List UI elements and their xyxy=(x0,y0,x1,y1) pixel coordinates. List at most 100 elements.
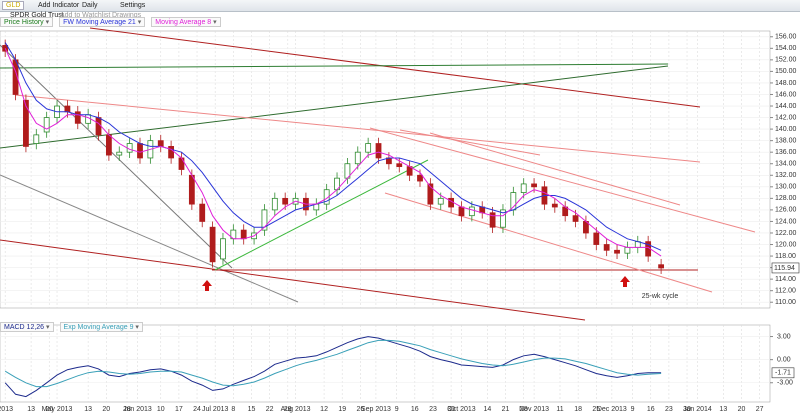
candle-body xyxy=(168,146,175,159)
trend-line xyxy=(399,129,541,156)
x-tick-label: 20 xyxy=(45,406,53,413)
y-tick-label: 148.00 xyxy=(775,80,797,87)
toolbar: GLD Add Indicator Daily Settings SPDR Go… xyxy=(0,0,800,19)
x-tick-label: 19 xyxy=(338,406,346,413)
x-tick-label: 10 xyxy=(157,406,165,413)
candle-body xyxy=(261,209,268,231)
x-tick-label: Jul 2013 xyxy=(202,406,229,413)
add-indicator[interactable]: Add Indicator xyxy=(38,2,80,9)
candle-body xyxy=(396,163,403,168)
x-tick-label: 9 xyxy=(631,406,635,413)
x-tick-label: 17 xyxy=(175,406,183,413)
x-tick-label: 24 xyxy=(193,406,201,413)
y-tick-label: 150.00 xyxy=(775,68,797,75)
watchlist[interactable]: Add to Watchlist xyxy=(60,12,111,19)
trend-line xyxy=(14,94,701,163)
trend-line xyxy=(0,44,233,269)
macd-pane xyxy=(0,324,771,403)
x-tick-label: 21 xyxy=(502,406,510,413)
candle-body xyxy=(624,247,631,254)
trend-line xyxy=(214,159,429,271)
drawings[interactable]: Drawings xyxy=(112,12,142,19)
y-tick-label: 142.00 xyxy=(775,114,797,121)
x-tick-label: 16 xyxy=(647,406,655,413)
x-tick-label: 2013 xyxy=(0,406,13,413)
candle-body xyxy=(365,143,372,153)
series-line xyxy=(4,48,662,257)
y-tick-label: 3.00 xyxy=(777,333,791,340)
candle-body xyxy=(593,232,600,245)
candle-body xyxy=(105,134,112,156)
candle-body xyxy=(614,249,620,254)
candle-body xyxy=(437,197,444,205)
candle-body xyxy=(23,99,29,147)
cycle-arrow xyxy=(202,280,212,291)
y-tick-label: 136.00 xyxy=(775,149,797,156)
y-tick-label: 146.00 xyxy=(775,91,797,98)
candle-body xyxy=(178,157,185,170)
x-tick-label: 23 xyxy=(429,406,437,413)
legend-entry[interactable]: Exp Moving Average 9 xyxy=(59,322,143,332)
cycle-arrow xyxy=(620,276,630,287)
x-tick-label: 8 xyxy=(231,406,235,413)
candle-body xyxy=(500,209,506,228)
x-tick-label: 14 xyxy=(484,406,492,413)
y-tick-label: 144.00 xyxy=(775,103,797,110)
x-tick-label: 28 xyxy=(520,406,528,413)
grid xyxy=(0,31,770,402)
y-tick-label: 130.00 xyxy=(775,184,797,191)
candle-body xyxy=(282,197,289,205)
y-tick-label: 122.00 xyxy=(775,230,797,237)
candle-body xyxy=(489,212,496,228)
series-line xyxy=(4,339,662,388)
legend-entry[interactable]: Price History xyxy=(0,17,54,27)
last-value-label: -1.71 xyxy=(775,370,791,377)
candle-body xyxy=(354,151,361,165)
trend-line xyxy=(0,239,586,321)
candle-body xyxy=(188,174,195,205)
x-tick-label: 22 xyxy=(266,406,274,413)
candle-body xyxy=(658,264,665,269)
x-tick-label: 25 xyxy=(592,406,600,413)
x-tick-label: 9 xyxy=(395,406,399,413)
trend-line xyxy=(0,63,669,69)
macd-legend: MACD 12,26 Exp Moving Average 9 xyxy=(0,322,149,332)
candle-body xyxy=(43,117,50,133)
settings[interactable]: Settings xyxy=(120,2,146,9)
price-legend: Price History FW Moving Average 21 Moving … xyxy=(0,17,227,27)
legend-entry[interactable]: Moving Average 8 xyxy=(151,17,221,27)
x-tick-label: 20 xyxy=(738,406,746,413)
y-tick-label: 110.00 xyxy=(775,299,796,306)
x-tick-label: Jun 2013 xyxy=(123,406,152,413)
period[interactable]: Daily xyxy=(82,2,98,9)
candle-body xyxy=(603,244,610,251)
candle-body xyxy=(199,203,206,222)
candle-body xyxy=(95,117,102,136)
symbol-box[interactable]: GLD xyxy=(2,1,25,10)
trend-line xyxy=(384,192,713,293)
legend-entry[interactable]: FW Moving Average 21 xyxy=(59,17,146,27)
symbol-name: SPDR Gold Trust xyxy=(10,12,64,19)
x-tick-label: 20 xyxy=(102,406,110,413)
x-tick-label: 13 xyxy=(719,406,727,413)
marks xyxy=(2,39,665,398)
y-tick-label: 152.00 xyxy=(775,57,797,64)
y-tick-label: -3.00 xyxy=(777,380,793,387)
candle-body xyxy=(64,105,71,113)
x-tick-label: May 2013 xyxy=(42,406,73,413)
x-tick-label: Dec 2013 xyxy=(597,406,627,413)
candle-body xyxy=(427,183,434,205)
candle-body xyxy=(417,174,423,182)
y-tick-label: 140.00 xyxy=(775,126,797,133)
trend-line xyxy=(0,174,299,303)
x-tick-label: 18 xyxy=(574,406,582,413)
x-tick-label: Jan 2014 xyxy=(683,406,712,413)
y-tick-label: 0.00 xyxy=(777,356,791,363)
candle-body xyxy=(137,143,143,159)
x-tick-label: 30 xyxy=(447,406,455,413)
x-tick-label: 13 xyxy=(27,406,35,413)
x-tick-label: Oct 2013 xyxy=(447,406,476,413)
x-tick-label: 26 xyxy=(356,406,364,413)
legend-entry[interactable]: MACD 12,26 xyxy=(0,322,54,332)
